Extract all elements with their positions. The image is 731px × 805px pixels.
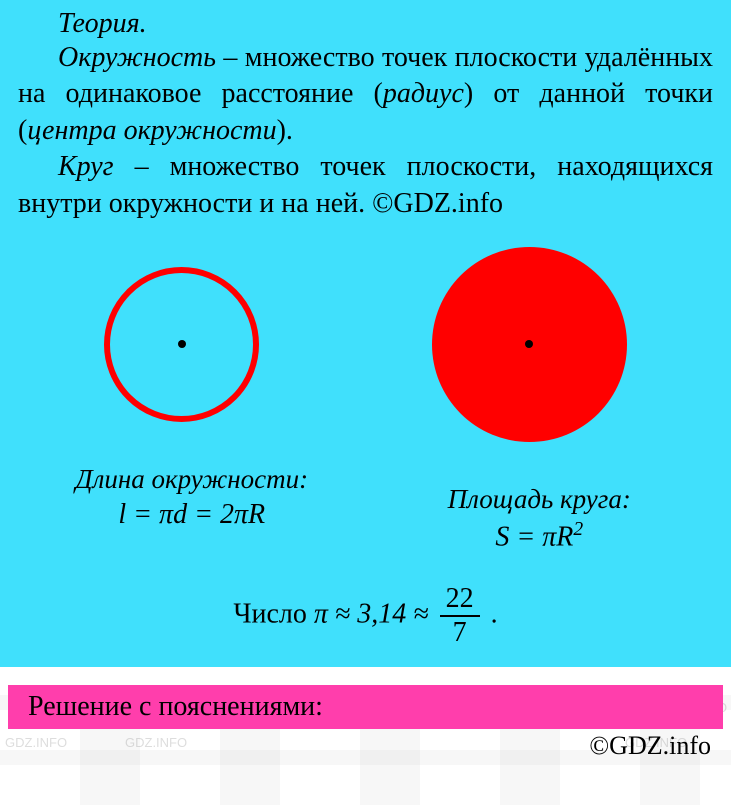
pi-prefix: Число [233,599,314,630]
term-radius: радиус [383,78,464,109]
area-formula: S = πR2 [366,519,714,553]
circumference-label: Длина окружности: [18,464,366,495]
definition-circle: Окружность – множество точек плоскости у… [18,40,713,149]
circumference-formula: l = πd = 2πR [18,499,366,531]
def-text-3: ). [277,115,293,146]
area-formula-exp: 2 [573,519,583,540]
circumference-col: Длина окружности: l = πd = 2πR [18,452,366,531]
area-diagram [432,247,627,442]
area-col: Площадь круга: S = πR2 [366,452,714,553]
area-formula-base: S = πR [495,521,573,552]
pi-numerator: 22 [440,583,480,617]
theory-title: Теория. [18,8,713,40]
spacer [0,667,731,685]
solution-header: Решение с пояснениями: [8,685,723,729]
area-label: Площадь круга: [366,484,714,515]
pi-symbol: π ≈ 3,14 ≈ [314,599,436,630]
circles-row [18,247,713,442]
term-okruzhnost: Окружность [58,42,216,73]
center-dot [178,340,186,348]
pi-fraction: 227 [440,583,480,649]
pi-suffix: . [484,599,498,630]
circle-outline [104,267,259,422]
definition-disk: Круг – множество точек плоскости, находя… [18,149,713,222]
def-text-4: – множество точек плоскости, находящихся… [18,151,713,218]
circumference-diagram [104,267,259,422]
term-center: центра окружности [27,115,276,146]
theory-block: Теория. Окружность – множество точек пло… [0,0,731,667]
pi-approximation: Число π ≈ 3,14 ≈ 227 . [18,583,713,649]
pi-denominator: 7 [440,617,480,649]
circle-filled [432,247,627,442]
formulas-row: Длина окружности: l = πd = 2πR Площадь к… [18,452,713,553]
main-content: Теория. Окружность – множество точек пло… [0,0,731,761]
copyright: ©GDZ.info [0,729,731,761]
center-dot [525,340,533,348]
term-krug: Круг [58,151,114,182]
